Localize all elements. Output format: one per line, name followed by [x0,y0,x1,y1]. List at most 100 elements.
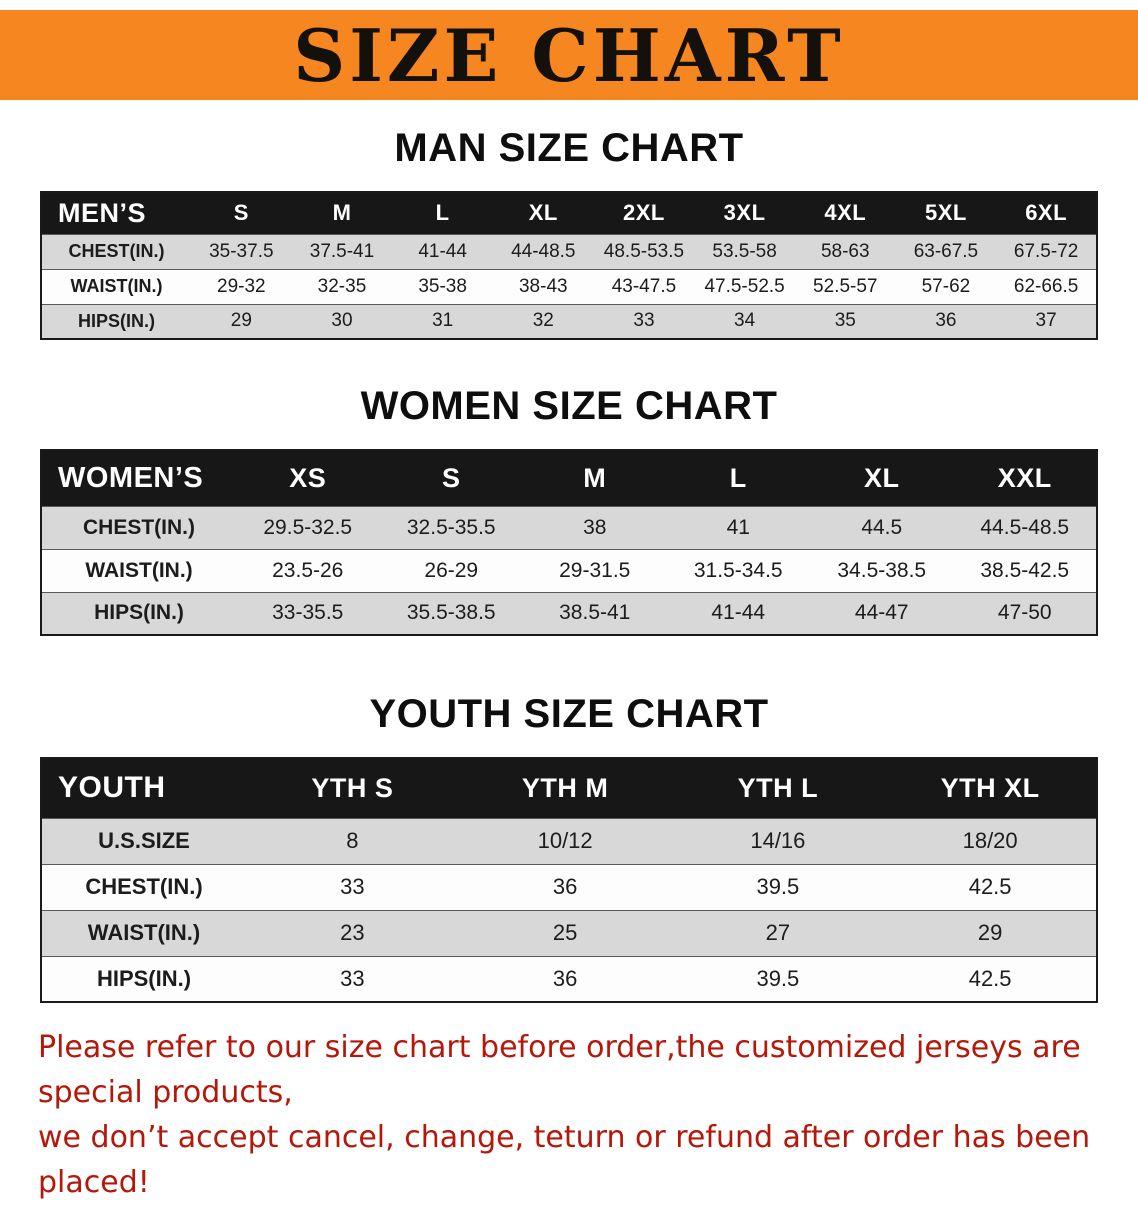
cell: 32 [532,310,554,332]
disclaimer-line-1: Please refer to our size chart before or… [38,1030,1081,1110]
cell: 14/16 [750,828,806,853]
youth-size-table: YOUTH YTH S YTH M YTH L YTH XL U.S.SIZE … [40,757,1098,1003]
women-col-m: M [523,450,667,506]
men-col-5xl: 5XL [895,192,997,234]
men-header-row: MEN’S S M L XL 2XL 3XL 4XL 5XL 6XL [41,192,1097,234]
youth-col-s: YTH S [246,758,459,818]
men-hips-row: HIPS(IN.) 29 30 31 32 33 34 35 36 37 [41,304,1097,339]
cell: 38-43 [518,275,568,297]
cell: 35.5-38.5 [406,601,496,625]
row-label: CHEST(IN.) [83,515,195,539]
size-chart-page: SIZE CHART MAN SIZE CHART MEN’S S M L XL… [0,10,1138,1205]
cell: 36 [935,310,957,332]
cell: 29-31.5 [559,558,631,582]
cell: 42.5 [968,874,1012,899]
cell: 23 [340,920,365,945]
cell: 31.5-34.5 [693,558,783,582]
cell: 8 [346,828,359,853]
cell: 26-29 [424,558,479,582]
cell: 63-67.5 [913,240,979,262]
cell: 25 [552,920,578,945]
cell: 32.5-35.5 [406,515,496,539]
cell: 18/20 [962,828,1018,853]
men-col-4xl: 4XL [794,192,896,234]
banner: SIZE CHART [0,10,1138,100]
cell: 35 [834,310,856,332]
cell: 48.5-53.5 [603,240,685,262]
women-waist-row: WAIST(IN.) 23.5-26 26-29 29-31.5 31.5-34… [41,549,1097,592]
disclaimer-line-2: we don’t accept cancel, change, teturn o… [38,1120,1091,1200]
cell: 41 [726,515,750,539]
men-size-table: MEN’S S M L XL 2XL 3XL 4XL 5XL 6XL CHEST… [40,191,1098,340]
cell: 10/12 [537,828,593,853]
cell: 58-63 [820,240,870,262]
cell: 67.5-72 [1013,240,1079,262]
cell: 57-62 [921,275,971,297]
cell: 39.5 [756,874,800,899]
cell: 37 [1035,310,1057,332]
cell: 43-47.5 [611,275,677,297]
cell: 30 [331,310,353,332]
disclaimer: Please refer to our size chart before or… [38,1025,1100,1205]
women-header-row: WOMEN’S XS S M L XL XXL [41,450,1097,506]
cell: 47-50 [997,601,1052,625]
cell: 33 [633,310,655,332]
cell: 34 [734,310,756,332]
cell: 31 [432,310,454,332]
cell: 35-38 [418,275,467,297]
cell: 53.5-58 [712,240,777,262]
cell: 44.5 [861,515,903,539]
cell: 38 [583,515,607,539]
cell: 33-35.5 [272,601,344,625]
cell: 38.5-42.5 [980,558,1070,582]
cell: 35-37.5 [209,240,274,262]
cell: 41-44 [711,601,766,625]
women-section-heading: WOMEN SIZE CHART [360,384,778,428]
cell: 29.5-32.5 [263,515,353,539]
cell: 33 [340,874,365,899]
women-size-table: WOMEN’S XS S M L XL XXL CHEST(IN.) 29.5-… [40,449,1098,636]
cell: 44-47 [854,601,909,625]
row-label: CHEST(IN.) [85,874,203,899]
youth-col-xl: YTH XL [884,758,1097,818]
cell: 38.5-41 [559,601,631,625]
cell: 36 [552,965,578,991]
youth-section-heading: YOUTH SIZE CHART [369,692,769,736]
youth-header-row: YOUTH YTH S YTH M YTH L YTH XL [41,758,1097,818]
row-label: HIPS(IN.) [77,310,155,331]
men-col-2xl: 2XL [593,192,695,234]
cell: 23.5-26 [272,558,344,582]
cell: 29 [230,310,252,332]
women-col-xs: XS [236,450,380,506]
cell: 33 [340,965,365,991]
cell: 36 [552,874,578,899]
youth-section: YOUTH SIZE CHART YOUTH YTH S YTH M YTH L… [0,692,1138,1003]
row-label: WAIST(IN.) [87,920,201,945]
women-table-title: WOMEN’S [41,450,236,506]
women-col-l: L [666,450,810,506]
women-section: WOMEN SIZE CHART WOMEN’S XS S M L XL XXL [0,384,1138,636]
cell: 37.5-41 [309,240,375,262]
women-col-s: S [379,450,523,506]
cell: 62-66.5 [1013,275,1079,297]
youth-hips-row: HIPS(IN.) 33 36 39.5 42.5 [41,956,1097,1002]
row-label: WAIST(IN.) [85,558,193,582]
men-col-l: L [392,192,493,234]
men-section-heading: MAN SIZE CHART [394,126,744,170]
men-col-m: M [291,192,393,234]
cell: 29-32 [217,275,266,297]
youth-table-title: YOUTH [41,758,246,818]
cell: 27 [765,920,791,945]
row-label: CHEST(IN.) [68,241,165,261]
cell: 41-44 [418,240,467,262]
men-chest-row: CHEST(IN.) 35-37.5 37.5-41 41-44 44-48.5… [41,234,1097,269]
youth-waist-row: WAIST(IN.) 23 25 27 29 [41,910,1097,956]
row-label: HIPS(IN.) [94,601,184,625]
cell: 29 [977,920,1003,945]
row-label: U.S.SIZE [98,828,190,853]
men-col-6xl: 6XL [996,192,1097,234]
men-waist-row: WAIST(IN.) 29-32 32-35 35-38 38-43 43-47… [41,269,1097,304]
women-col-xxl: XXL [953,450,1097,506]
men-col-3xl: 3XL [694,192,795,234]
cell: 42.5 [968,965,1012,991]
